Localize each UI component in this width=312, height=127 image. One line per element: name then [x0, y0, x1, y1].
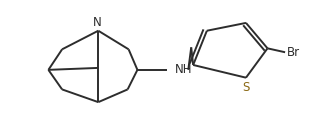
- Text: N: N: [93, 16, 102, 29]
- Text: NH: NH: [175, 63, 192, 76]
- Text: Br: Br: [287, 46, 300, 59]
- Text: S: S: [242, 81, 250, 94]
